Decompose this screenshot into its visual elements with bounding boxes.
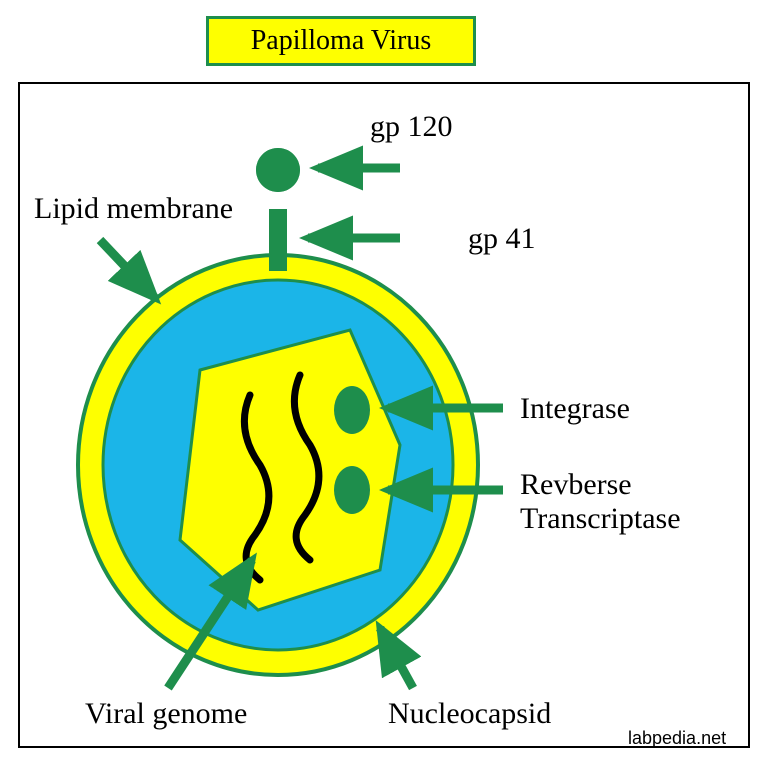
label-viral-genome: Viral genome xyxy=(85,697,247,731)
label-gp41: gp 41 xyxy=(468,222,536,256)
label-reverse-transcriptase-l1: Revberse xyxy=(520,468,632,502)
label-reverse-transcriptase-l2: Transcriptase xyxy=(520,502,681,536)
label-lipid-membrane: Lipid membrane xyxy=(34,192,233,226)
label-integrase: Integrase xyxy=(520,392,630,426)
watermark-text: labpedia.net xyxy=(628,728,726,749)
label-gp120: gp 120 xyxy=(370,110,453,144)
label-nucleocapsid: Nucleocapsid xyxy=(388,697,551,731)
